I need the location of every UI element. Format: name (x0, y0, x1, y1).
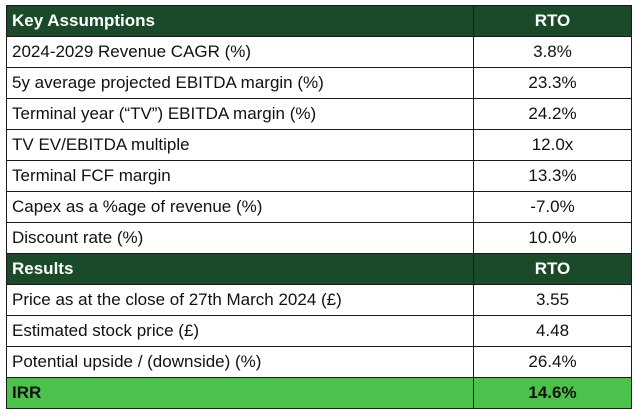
row-value: 24.2% (473, 98, 632, 130)
table-row: 5y average projected EBITDA margin (%) 2… (6, 67, 632, 99)
irr-label: IRR (6, 377, 474, 409)
row-label: 5y average projected EBITDA margin (%) (6, 67, 474, 99)
results-header-row: Results RTO (6, 253, 632, 285)
row-label: Terminal FCF margin (6, 160, 474, 192)
row-label: Terminal year (“TV”) EBITDA margin (%) (6, 98, 474, 130)
table-row: Terminal year (“TV”) EBITDA margin (%) 2… (6, 98, 632, 130)
assumptions-header-row: Key Assumptions RTO (6, 5, 632, 37)
table-row: Estimated stock price (£) 4.48 (6, 315, 632, 347)
row-label: TV EV/EBITDA multiple (6, 129, 474, 161)
row-value: 26.4% (473, 346, 632, 378)
table-row: Capex as a %age of revenue (%) -7.0% (6, 191, 632, 223)
row-value: 12.0x (473, 129, 632, 161)
table-row: TV EV/EBITDA multiple 12.0x (6, 129, 632, 161)
table-row: 2024-2029 Revenue CAGR (%) 3.8% (6, 36, 632, 68)
row-value: 3.8% (473, 36, 632, 68)
assumptions-header-label: Key Assumptions (6, 5, 474, 37)
row-value: 23.3% (473, 67, 632, 99)
table-row: Discount rate (%) 10.0% (6, 222, 632, 254)
table-row: Potential upside / (downside) (%) 26.4% (6, 346, 632, 378)
row-value: 10.0% (473, 222, 632, 254)
table-row: Terminal FCF margin 13.3% (6, 160, 632, 192)
valuation-table: Key Assumptions RTO 2024-2029 Revenue CA… (6, 5, 632, 409)
row-label: 2024-2029 Revenue CAGR (%) (6, 36, 474, 68)
irr-row: IRR 14.6% (6, 377, 632, 409)
row-label: Discount rate (%) (6, 222, 474, 254)
row-label: Capex as a %age of revenue (%) (6, 191, 474, 223)
row-value: 4.48 (473, 315, 632, 347)
row-value: -7.0% (473, 191, 632, 223)
row-value: 3.55 (473, 284, 632, 316)
table-row: Price as at the close of 27th March 2024… (6, 284, 632, 316)
row-label: Estimated stock price (£) (6, 315, 474, 347)
assumptions-header-col: RTO (473, 5, 632, 37)
results-header-col: RTO (473, 253, 632, 285)
results-header-label: Results (6, 253, 474, 285)
row-value: 13.3% (473, 160, 632, 192)
irr-value: 14.6% (473, 377, 632, 409)
row-label: Price as at the close of 27th March 2024… (6, 284, 474, 316)
valuation-table-container: Key Assumptions RTO 2024-2029 Revenue CA… (6, 5, 632, 409)
row-label: Potential upside / (downside) (%) (6, 346, 474, 378)
